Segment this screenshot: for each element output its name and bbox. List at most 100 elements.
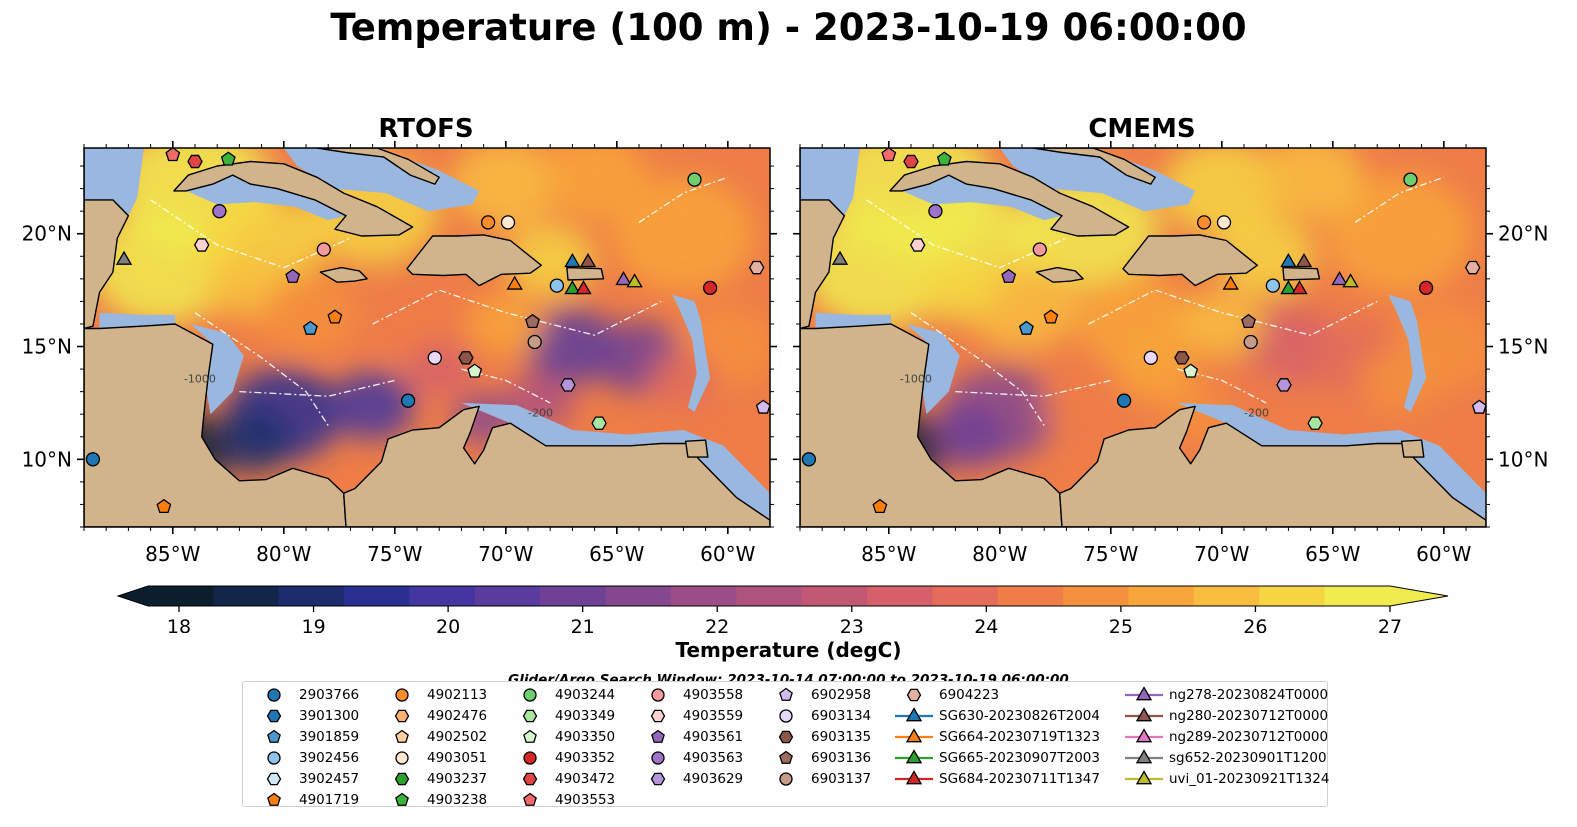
legend-label: 3902457 — [299, 771, 360, 787]
legend-label: 4903629 — [683, 771, 744, 787]
observation-marker — [1342, 273, 1359, 288]
observation-marker — [579, 252, 597, 268]
observation-marker — [903, 154, 919, 169]
legend-label: ng280-20230712T0000 — [1169, 708, 1329, 724]
lon-tick-label: 65°W — [589, 542, 644, 566]
legend-label: 4903553 — [555, 792, 616, 808]
legend-marker-circle-icon — [651, 751, 665, 765]
legend-marker — [778, 730, 794, 744]
colorbar-outline — [116, 585, 1449, 607]
colorbar-segment — [278, 586, 345, 606]
observation-marker — [427, 350, 442, 365]
legend-marker — [523, 688, 537, 702]
lat-tick-label: 20°N — [22, 222, 72, 246]
legend-marker-triangle-icon — [895, 728, 933, 743]
colorbar-tick-label: 26 — [1243, 616, 1267, 633]
legend-label: 4902113 — [427, 687, 488, 703]
legend-marker — [779, 750, 793, 764]
observation-marker — [909, 238, 926, 252]
observation-marker — [285, 268, 301, 283]
lat-tick-label: 15°N — [22, 335, 72, 359]
observation-marker — [1183, 363, 1199, 378]
axis-ticks — [77, 141, 777, 534]
colorbar-label: Temperature (degC) — [675, 638, 902, 662]
legend-marker-pentagon-icon — [523, 729, 537, 743]
legend-marker-triangle-icon — [1125, 686, 1163, 701]
legend-marker — [779, 709, 793, 723]
colorbar-segment — [1259, 586, 1326, 606]
legend-marker — [1135, 770, 1153, 785]
legend-marker — [906, 688, 922, 702]
observation-marker — [575, 280, 592, 295]
shelf-cubaS — [902, 175, 1062, 221]
observation-marker — [801, 452, 817, 467]
legend-marker-pentagon-icon — [395, 729, 409, 743]
legend-marker-triangle-icon — [1125, 707, 1163, 722]
observation-marker — [615, 270, 632, 286]
colorbar-segment — [409, 586, 476, 606]
lon-tick-label: 65°W — [1305, 542, 1360, 566]
legend-marker — [650, 772, 666, 786]
colorbar-segment — [1128, 586, 1195, 606]
legend-label: 3901859 — [299, 729, 360, 745]
shelf-venShelf — [1177, 402, 1486, 521]
observation-marker — [1295, 252, 1313, 268]
boundary-line — [1354, 176, 1445, 223]
legend-marker-hexagon-icon — [650, 772, 666, 786]
legend-label: 4902476 — [427, 708, 488, 724]
legend-marker — [779, 772, 793, 786]
legend-marker-hexagon-icon — [778, 730, 794, 744]
legend-label: uvi_01-20230921T1324 — [1169, 771, 1330, 787]
map-panel-rtofs: -1000 -200 85°W 80°W 75°W 70°W 65°W 60°W 20°N 15°… — [22, 141, 777, 566]
observation-marker — [1143, 350, 1158, 365]
legend-marker-hexagon-icon — [522, 709, 538, 723]
observation-marker — [1222, 275, 1239, 290]
colorbar-segment — [801, 586, 868, 606]
legend-marker — [267, 751, 281, 765]
legend-label: 3902456 — [299, 750, 360, 766]
legend-marker-circle-icon — [523, 688, 537, 702]
legend-marker — [905, 770, 923, 785]
legend-marker-pentagon-icon — [267, 729, 281, 743]
legend-marker — [395, 751, 409, 765]
land-southAm — [1058, 405, 1486, 527]
colorbar-segment — [344, 586, 411, 606]
contour-label: -200 — [528, 407, 553, 420]
legend-label: 4903352 — [555, 750, 616, 766]
observation-marker — [458, 351, 474, 365]
legend-marker — [523, 792, 537, 806]
boundary-line — [1088, 289, 1378, 336]
shelf-yucShelf — [800, 148, 860, 216]
legend-label: 6903134 — [811, 708, 872, 724]
boundary-line — [866, 199, 1067, 269]
legend-marker — [522, 709, 538, 723]
observation-marker — [187, 154, 203, 169]
observation-marker — [115, 250, 133, 265]
legend-label: 4903561 — [683, 729, 744, 745]
legend-marker — [905, 728, 923, 743]
legend-marker-circle-icon — [651, 688, 665, 702]
lat-tick-label: 15°N — [1498, 335, 1548, 359]
legend-marker-circle-icon — [779, 709, 793, 723]
observation-marker — [1471, 399, 1486, 414]
shelf-lesser — [1388, 294, 1427, 412]
main-title: Temperature (100 m) - 2023-10-19 06:00:0… — [330, 6, 1247, 49]
observation-marker — [1280, 280, 1297, 295]
legend-marker-triangle-icon — [895, 770, 933, 785]
legend-label: 6903136 — [811, 750, 872, 766]
legend-marker-hexagon-icon — [394, 709, 410, 723]
observation-marker — [881, 148, 897, 162]
legend-marker-triangle-icon — [1125, 770, 1163, 785]
observation-marker — [1276, 378, 1292, 392]
map-figure: -1000 -200 85°W 80°W 75°W 70°W 65°W 60°W 20°N 15°… — [22, 141, 1548, 566]
legend-label: 6904223 — [939, 687, 1000, 703]
observation-marker — [400, 393, 416, 408]
colorbar-segment — [932, 586, 999, 606]
legend-marker-pentagon-icon — [779, 750, 793, 764]
observation-marker — [928, 204, 943, 219]
observation-marker — [156, 498, 172, 514]
legend-marker — [267, 792, 281, 806]
panel-title-rtofs: RTOFS — [378, 114, 474, 144]
legend-marker — [651, 729, 665, 743]
observation-marker — [1464, 260, 1481, 275]
